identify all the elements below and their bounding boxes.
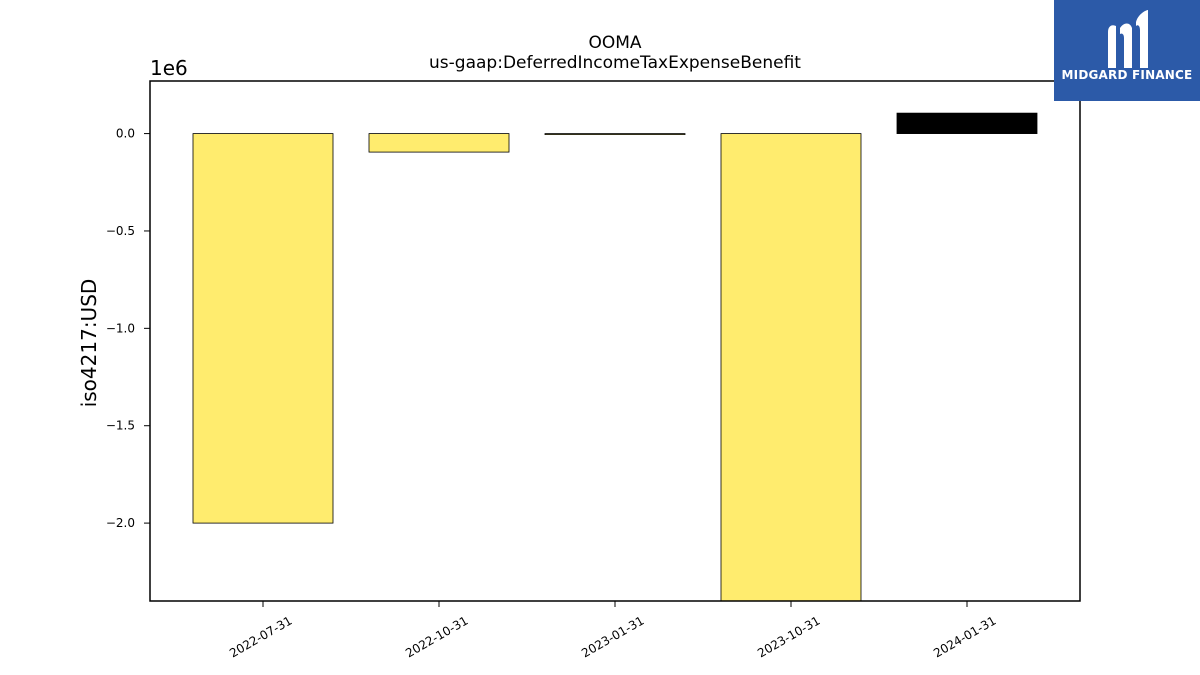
y-axis: 0.0 −0.5 −1.0 −1.5 −2.0 bbox=[106, 127, 150, 530]
x-axis: 2022-07-31 2022-10-31 2023-01-31 2023-10-31… bbox=[227, 601, 999, 660]
bar-2024-01-31 bbox=[896, 112, 1038, 134]
logo-mark-icon bbox=[1108, 10, 1148, 68]
y-tick-label: −1.5 bbox=[106, 419, 135, 433]
x-tick-label: 2022-10-31 bbox=[403, 613, 470, 660]
logo-text: MIDGARD FINANCE bbox=[1061, 68, 1193, 82]
midgard-finance-logo: MIDGARD FINANCE bbox=[1054, 0, 1200, 101]
x-tick-label: 2024-01-31 bbox=[931, 613, 998, 660]
y-tick-label: 0.0 bbox=[116, 127, 135, 141]
x-tick-label: 2023-01-31 bbox=[579, 613, 646, 660]
y-tick-label: −1.0 bbox=[106, 321, 135, 335]
chart-subtitle: us-gaap:DeferredIncomeTaxExpenseBenefit bbox=[429, 53, 801, 73]
bar-2023-10-31 bbox=[720, 133, 862, 602]
x-tick-label: 2023-10-31 bbox=[755, 613, 822, 660]
bar-2022-07-31 bbox=[192, 133, 334, 524]
y-tick-label: −0.5 bbox=[106, 224, 135, 238]
y-tick-label: −2.0 bbox=[106, 516, 135, 530]
chart-title: OOMA bbox=[588, 33, 641, 53]
bar-2023-01-31 bbox=[544, 133, 686, 135]
y-axis-label: iso4217:USD bbox=[77, 279, 101, 408]
x-tick-label: 2022-07-31 bbox=[227, 613, 294, 660]
bar-2022-10-31 bbox=[368, 133, 510, 153]
bars-group bbox=[192, 112, 1038, 602]
plot-frame bbox=[149, 80, 1081, 602]
y-axis-multiplier: 1e6 bbox=[150, 56, 188, 80]
